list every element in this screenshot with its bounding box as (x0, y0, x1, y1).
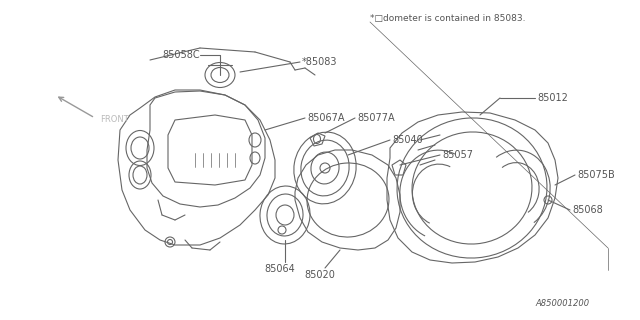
Text: 85077A: 85077A (357, 113, 395, 123)
Text: 85075B: 85075B (577, 170, 615, 180)
Text: 85068: 85068 (572, 205, 603, 215)
Text: FRONT: FRONT (100, 115, 129, 124)
Text: 85040: 85040 (392, 135, 423, 145)
Text: 85020: 85020 (305, 270, 335, 280)
Text: 85012: 85012 (537, 93, 568, 103)
Text: 85067A: 85067A (307, 113, 344, 123)
Text: *85083: *85083 (302, 57, 337, 67)
Text: 85058C: 85058C (163, 50, 200, 60)
Text: *□dometer is contained in 85083.: *□dometer is contained in 85083. (370, 14, 525, 23)
Text: 85064: 85064 (264, 264, 296, 274)
Text: 85057: 85057 (442, 150, 473, 160)
Text: A850001200: A850001200 (536, 299, 590, 308)
